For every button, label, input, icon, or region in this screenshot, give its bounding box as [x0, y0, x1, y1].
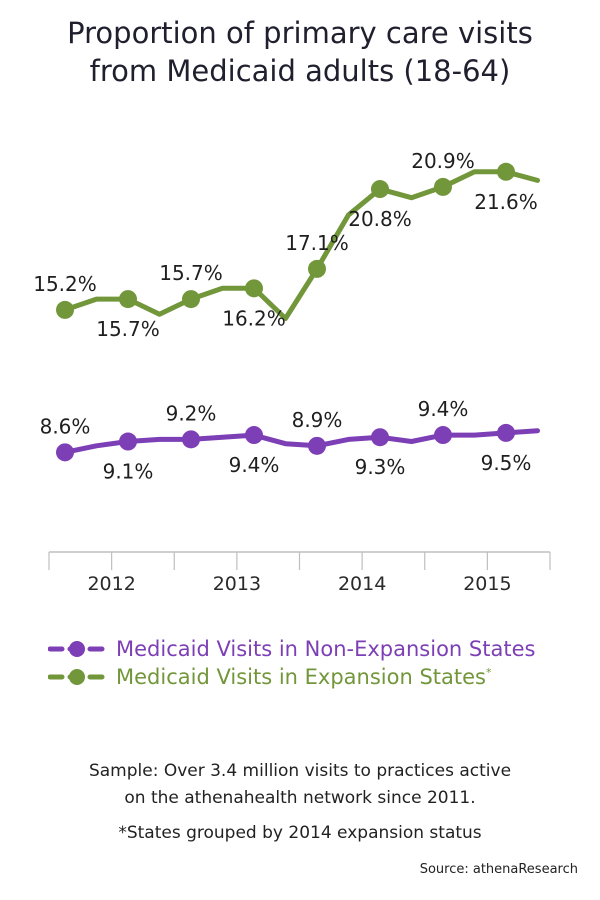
data-point	[245, 426, 263, 445]
data-label: 17.1%	[285, 231, 349, 255]
series-line-non-expansion	[62, 428, 540, 455]
data-label: 9.4%	[229, 453, 280, 477]
legend-label-expansion: Medicaid Visits in Expansion States*	[116, 665, 491, 689]
data-point	[371, 180, 389, 199]
chart-title-line-2: from Medicaid adults (18-64)	[89, 54, 511, 88]
data-label: 15.7%	[96, 317, 160, 341]
data-point	[371, 428, 389, 447]
source-credit: Source: athenaResearch	[419, 862, 578, 877]
legend-swatch-expansion-icon	[48, 669, 106, 685]
data-point	[56, 443, 74, 462]
sample-note-line-2: on the athenahealth network since 2011.	[124, 788, 476, 808]
legend-footnote-mark: *	[485, 666, 492, 679]
legend-swatch-non-expansion-icon	[48, 641, 106, 657]
legend-item-non-expansion: Medicaid Visits in Non-Expansion States	[48, 634, 535, 664]
chart-title-line-1: Proportion of primary care visits	[67, 16, 533, 50]
chart-title: Proportion of primary care visits from M…	[0, 14, 600, 90]
data-point	[56, 300, 74, 319]
data-label: 20.9%	[411, 149, 475, 173]
data-label: 21.6%	[474, 190, 538, 214]
x-tick-label: 2014	[338, 573, 386, 595]
data-point	[182, 430, 200, 449]
footnote-text: *States grouped by 2014 expansion status	[118, 823, 482, 843]
data-label: 8.6%	[40, 414, 91, 438]
data-label: 16.2%	[222, 306, 286, 330]
footnote: *States grouped by 2014 expansion status	[0, 820, 600, 847]
legend-label-non-expansion: Medicaid Visits in Non-Expansion States	[116, 637, 536, 661]
data-label: 9.2%	[166, 401, 217, 425]
legend-item-expansion: Medicaid Visits in Expansion States*	[48, 662, 491, 692]
x-tick-label: 2013	[213, 573, 261, 595]
data-point	[497, 162, 515, 181]
data-point	[119, 432, 137, 451]
data-point	[182, 290, 200, 309]
data-label: 9.3%	[355, 455, 406, 479]
data-label: 15.7%	[159, 261, 223, 285]
sample-note: Sample: Over 3.4 million visits to pract…	[0, 758, 600, 812]
sample-note-line-1: Sample: Over 3.4 million visits to pract…	[88, 761, 512, 781]
data-point	[245, 279, 263, 298]
data-point	[434, 177, 452, 196]
data-label: 9.4%	[418, 397, 469, 421]
data-label: 15.2%	[33, 272, 97, 296]
data-point	[308, 436, 326, 455]
data-point	[119, 290, 137, 309]
data-label: 20.8%	[348, 207, 412, 231]
data-label: 9.5%	[481, 451, 532, 475]
x-tick-label: 2012	[87, 573, 135, 595]
x-tick-label: 2015	[463, 573, 511, 595]
data-label: 8.9%	[292, 408, 343, 432]
data-point	[434, 426, 452, 445]
data-label: 9.1%	[103, 460, 154, 484]
line-chart: 2012 2013 2014 2015 15.2% 15.7% 15.7% 16.2% 17.1…	[33, 149, 551, 595]
series-line-expansion	[62, 169, 540, 321]
legend-label-expansion-text: Medicaid Visits in Expansion States	[116, 665, 486, 689]
data-point	[497, 423, 515, 442]
data-point	[308, 259, 326, 278]
